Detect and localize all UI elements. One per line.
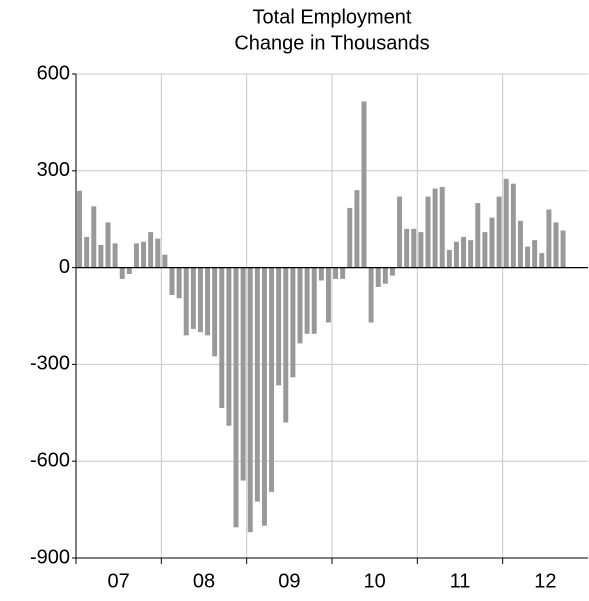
y-tick-label: 300 xyxy=(37,159,70,181)
bar xyxy=(389,267,395,276)
bar xyxy=(304,267,310,334)
bar xyxy=(539,253,545,268)
bar xyxy=(503,178,509,268)
bar xyxy=(148,232,154,268)
x-tick-label: 12 xyxy=(534,570,556,592)
bar xyxy=(247,267,253,533)
bar xyxy=(439,186,445,268)
bar xyxy=(254,267,260,502)
bar xyxy=(119,267,125,279)
bar xyxy=(233,267,239,528)
bar xyxy=(411,228,417,268)
bar xyxy=(333,267,339,279)
bar xyxy=(212,267,218,357)
bar xyxy=(276,267,282,386)
chart-title: Total Employment xyxy=(253,6,412,28)
bar xyxy=(489,217,495,268)
bar xyxy=(297,267,303,344)
bar xyxy=(84,236,90,268)
x-tick-label: 07 xyxy=(108,570,130,592)
bar xyxy=(112,243,118,268)
bar xyxy=(318,267,324,281)
bar xyxy=(240,267,246,481)
bar xyxy=(517,220,523,268)
bar xyxy=(496,196,502,268)
bar xyxy=(133,243,139,268)
bar xyxy=(418,232,424,268)
bar xyxy=(340,267,346,279)
bar xyxy=(269,267,275,492)
bar xyxy=(162,254,168,268)
bar xyxy=(560,230,566,268)
bar xyxy=(354,190,360,268)
y-tick-label: -900 xyxy=(30,546,70,568)
x-tick-label: 10 xyxy=(364,570,386,592)
bar xyxy=(219,267,225,408)
bar xyxy=(397,196,403,268)
bar xyxy=(325,267,331,323)
x-tick-label: 09 xyxy=(278,570,300,592)
bar xyxy=(368,267,374,323)
bar xyxy=(361,101,367,268)
bar xyxy=(482,232,488,268)
bar xyxy=(283,267,289,423)
bar xyxy=(404,228,410,268)
bar xyxy=(197,267,203,333)
bar xyxy=(432,188,438,268)
bar xyxy=(311,267,317,334)
bar xyxy=(169,267,175,296)
y-tick-label: 0 xyxy=(59,256,70,278)
bar xyxy=(91,206,97,268)
bar xyxy=(532,240,538,268)
bar xyxy=(77,190,83,268)
bar xyxy=(261,267,267,526)
bar xyxy=(226,267,232,426)
bar xyxy=(382,267,388,284)
bar xyxy=(183,267,189,336)
bar xyxy=(98,245,104,268)
bar xyxy=(453,241,459,268)
bar xyxy=(290,267,296,378)
bar xyxy=(475,203,481,268)
bar xyxy=(126,267,132,275)
bar xyxy=(375,267,381,287)
bar xyxy=(468,240,474,268)
y-tick-label: -600 xyxy=(30,449,70,471)
bar xyxy=(176,267,182,299)
y-tick-label: 600 xyxy=(37,62,70,84)
bar xyxy=(155,238,161,268)
bar xyxy=(347,207,353,268)
bar xyxy=(141,241,147,268)
bar xyxy=(510,183,516,268)
x-tick-label: 11 xyxy=(450,570,471,592)
y-tick-label: -300 xyxy=(30,353,70,375)
bar xyxy=(446,249,452,268)
bar xyxy=(546,209,552,268)
bar xyxy=(205,267,211,336)
bar xyxy=(525,246,531,268)
bar xyxy=(461,236,467,268)
bar xyxy=(190,267,196,329)
bar xyxy=(425,196,431,268)
bar xyxy=(105,222,111,268)
bar xyxy=(553,222,559,268)
x-tick-label: 08 xyxy=(193,570,215,592)
chart-subtitle: Change in Thousands xyxy=(234,32,429,54)
